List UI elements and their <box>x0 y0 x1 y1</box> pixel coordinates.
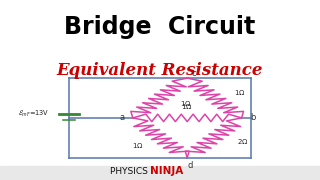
Text: a: a <box>119 113 124 122</box>
Text: $1\Omega$: $1\Omega$ <box>132 141 143 150</box>
Text: $1\Omega$: $1\Omega$ <box>181 102 193 111</box>
Text: $1\Omega$: $1\Omega$ <box>180 99 191 108</box>
Text: PHYSICS: PHYSICS <box>110 167 150 176</box>
Text: $1\Omega$: $1\Omega$ <box>234 88 246 97</box>
Bar <box>0 166 320 180</box>
Text: NINJA: NINJA <box>150 166 184 176</box>
Text: b: b <box>250 113 255 122</box>
Text: $\mathcal{E}_{mF}$=13V: $\mathcal{E}_{mF}$=13V <box>18 109 49 119</box>
Text: d: d <box>188 161 193 170</box>
Text: Equivalent Resistance: Equivalent Resistance <box>57 62 263 79</box>
Text: $2\Omega$: $2\Omega$ <box>237 136 248 145</box>
Text: Bridge  Circuit: Bridge Circuit <box>64 15 256 39</box>
Text: c: c <box>192 69 196 78</box>
